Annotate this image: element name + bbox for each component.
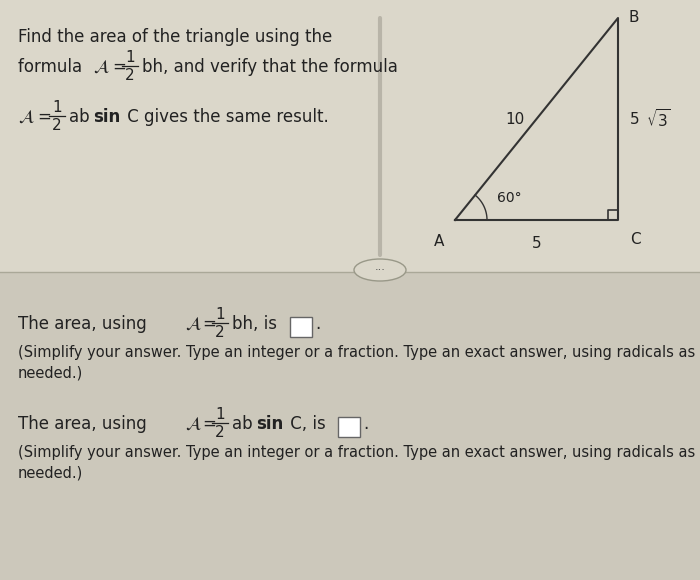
Text: 1: 1: [125, 50, 135, 65]
Text: 5: 5: [630, 111, 640, 126]
Text: C gives the same result.: C gives the same result.: [122, 108, 329, 126]
Text: $\sqrt{3}$: $\sqrt{3}$: [646, 108, 671, 130]
Text: needed.): needed.): [18, 465, 83, 480]
Text: =: =: [112, 58, 126, 76]
Text: $\mathcal{A}$: $\mathcal{A}$: [93, 58, 110, 76]
Text: ···: ···: [374, 265, 386, 275]
Text: (Simplify your answer. Type an integer or a fraction. Type an exact answer, usin: (Simplify your answer. Type an integer o…: [18, 445, 695, 460]
Text: 2: 2: [125, 68, 135, 83]
Text: $\mathcal{A}$: $\mathcal{A}$: [18, 108, 34, 126]
Text: A: A: [434, 234, 444, 249]
Text: $\mathcal{A}$: $\mathcal{A}$: [185, 315, 202, 333]
Text: 1: 1: [215, 307, 225, 322]
Text: C: C: [630, 232, 640, 247]
Text: ab: ab: [232, 415, 253, 433]
Text: =: =: [202, 315, 216, 333]
Text: bh, is: bh, is: [232, 315, 282, 333]
Text: The area, using: The area, using: [18, 315, 152, 333]
Text: bh, and verify that the formula: bh, and verify that the formula: [142, 58, 398, 76]
Text: =: =: [37, 108, 51, 126]
Text: B: B: [628, 10, 638, 25]
Text: =: =: [202, 415, 216, 433]
Text: 10: 10: [505, 111, 524, 126]
Text: 2: 2: [215, 425, 225, 440]
Bar: [0, 272, 700, 580]
Text: 2: 2: [215, 325, 225, 340]
Text: sin: sin: [256, 415, 284, 433]
Text: formula: formula: [18, 58, 88, 76]
Text: .: .: [315, 315, 321, 333]
Text: 1: 1: [52, 100, 62, 115]
Bar: [0, 0, 700, 272]
Text: ab: ab: [69, 108, 90, 126]
Text: needed.): needed.): [18, 365, 83, 380]
Text: The area, using: The area, using: [18, 415, 152, 433]
Bar: [290, 317, 312, 337]
Bar: [338, 417, 360, 437]
Ellipse shape: [354, 259, 406, 281]
Text: C, is: C, is: [285, 415, 331, 433]
Text: 60°: 60°: [497, 191, 522, 205]
Text: 1: 1: [215, 407, 225, 422]
Text: (Simplify your answer. Type an integer or a fraction. Type an exact answer, usin: (Simplify your answer. Type an integer o…: [18, 345, 695, 360]
Text: $\mathcal{A}$: $\mathcal{A}$: [185, 415, 202, 433]
Text: 2: 2: [52, 118, 62, 133]
Text: 5: 5: [532, 236, 541, 251]
Text: Find the area of the triangle using the: Find the area of the triangle using the: [18, 28, 332, 46]
Text: sin: sin: [93, 108, 120, 126]
Text: .: .: [363, 415, 368, 433]
